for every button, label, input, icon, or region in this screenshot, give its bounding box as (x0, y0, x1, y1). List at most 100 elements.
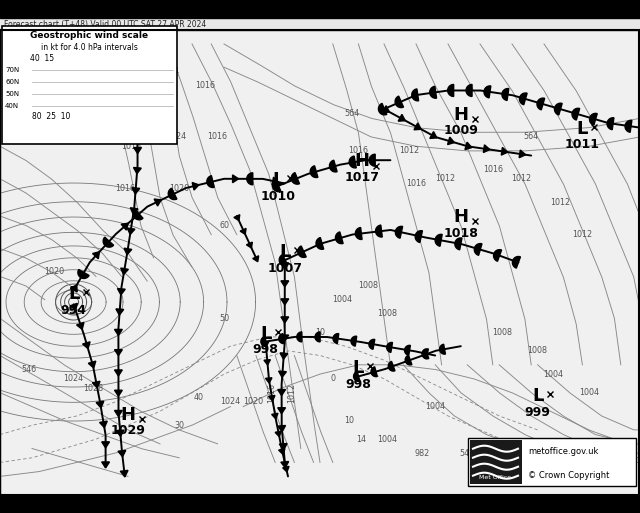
Polygon shape (240, 228, 246, 234)
Polygon shape (369, 154, 375, 166)
Text: 40: 40 (193, 393, 204, 402)
Polygon shape (92, 381, 100, 388)
Polygon shape (115, 329, 122, 336)
Polygon shape (118, 450, 125, 457)
Text: Geostrophic wind scale: Geostrophic wind scale (31, 31, 148, 41)
Polygon shape (625, 121, 632, 132)
Text: 998: 998 (253, 343, 278, 356)
Polygon shape (351, 336, 356, 346)
Polygon shape (396, 226, 403, 238)
Polygon shape (519, 150, 525, 157)
Polygon shape (422, 349, 428, 359)
Polygon shape (70, 285, 77, 292)
Polygon shape (246, 242, 252, 248)
Text: Forecast chart (T+48) Valid 00 UTC SAT 27 APR 2024: Forecast chart (T+48) Valid 00 UTC SAT 2… (4, 19, 206, 29)
Polygon shape (271, 413, 278, 419)
Text: 1004: 1004 (332, 295, 353, 304)
Polygon shape (253, 256, 259, 262)
Text: 1012: 1012 (287, 383, 296, 403)
Bar (468, 438, 636, 486)
Polygon shape (103, 237, 113, 247)
Text: 40N: 40N (5, 103, 19, 109)
Text: 1012: 1012 (511, 174, 532, 183)
Polygon shape (405, 355, 412, 365)
Polygon shape (349, 156, 356, 168)
Polygon shape (278, 371, 287, 378)
Text: 1029: 1029 (111, 424, 145, 438)
Text: 10: 10 (344, 416, 354, 425)
Polygon shape (502, 89, 509, 101)
Polygon shape (83, 342, 90, 349)
Text: 80  25  10: 80 25 10 (32, 112, 70, 122)
Polygon shape (278, 425, 285, 432)
Polygon shape (484, 86, 491, 98)
Text: 1016: 1016 (406, 179, 426, 188)
Text: 1024: 1024 (63, 374, 84, 383)
Bar (0, 18, 640, 30)
Polygon shape (272, 177, 278, 185)
Polygon shape (234, 215, 240, 221)
Polygon shape (388, 361, 395, 371)
Polygon shape (207, 175, 214, 187)
Polygon shape (278, 449, 285, 454)
Text: 1004: 1004 (377, 435, 397, 444)
Text: 70N: 70N (5, 67, 19, 73)
Polygon shape (132, 188, 140, 194)
Polygon shape (266, 378, 272, 383)
Polygon shape (297, 332, 302, 342)
Text: H: H (120, 406, 136, 424)
Text: L: L (273, 171, 284, 189)
Polygon shape (513, 256, 520, 268)
Text: 40  15: 40 15 (30, 54, 54, 64)
Polygon shape (275, 431, 282, 437)
Bar (2, 26, 177, 144)
Polygon shape (483, 145, 490, 152)
Text: 1011: 1011 (565, 139, 600, 151)
Polygon shape (131, 86, 138, 92)
Text: 1016: 1016 (121, 142, 141, 151)
Polygon shape (88, 361, 96, 368)
Polygon shape (281, 462, 289, 468)
Polygon shape (100, 421, 108, 428)
Polygon shape (278, 408, 285, 413)
Text: L: L (260, 325, 271, 343)
Polygon shape (247, 173, 253, 185)
Text: 1012: 1012 (550, 198, 570, 207)
Polygon shape (102, 462, 109, 468)
Polygon shape (279, 443, 287, 450)
Text: 564: 564 (344, 109, 360, 118)
Polygon shape (447, 137, 454, 145)
Text: 50N: 50N (5, 91, 19, 97)
Polygon shape (283, 466, 289, 472)
Text: 1018: 1018 (444, 227, 478, 240)
Text: 1008: 1008 (377, 309, 397, 318)
Text: 30: 30 (174, 421, 184, 430)
Text: 1004: 1004 (579, 388, 599, 397)
Text: 1004: 1004 (543, 369, 564, 379)
Text: 998: 998 (346, 378, 371, 391)
Text: 1024: 1024 (220, 398, 241, 406)
Text: 0: 0 (330, 374, 335, 383)
Polygon shape (116, 309, 124, 315)
Text: 1016: 1016 (268, 383, 276, 403)
Polygon shape (382, 106, 390, 112)
Polygon shape (371, 367, 378, 377)
Polygon shape (269, 396, 275, 401)
Polygon shape (131, 208, 138, 214)
Polygon shape (118, 289, 125, 295)
Text: L: L (353, 360, 364, 378)
Polygon shape (134, 167, 141, 174)
Text: 1024: 1024 (166, 132, 186, 142)
Polygon shape (134, 148, 141, 153)
Text: 1012: 1012 (435, 174, 455, 183)
Polygon shape (264, 360, 271, 365)
Text: 10: 10 (315, 328, 325, 337)
Polygon shape (429, 86, 436, 98)
Text: 1009: 1009 (444, 125, 478, 137)
Polygon shape (115, 350, 122, 356)
Polygon shape (474, 244, 482, 255)
Polygon shape (412, 89, 419, 101)
Polygon shape (315, 332, 320, 342)
Polygon shape (279, 254, 288, 266)
Polygon shape (607, 118, 614, 130)
